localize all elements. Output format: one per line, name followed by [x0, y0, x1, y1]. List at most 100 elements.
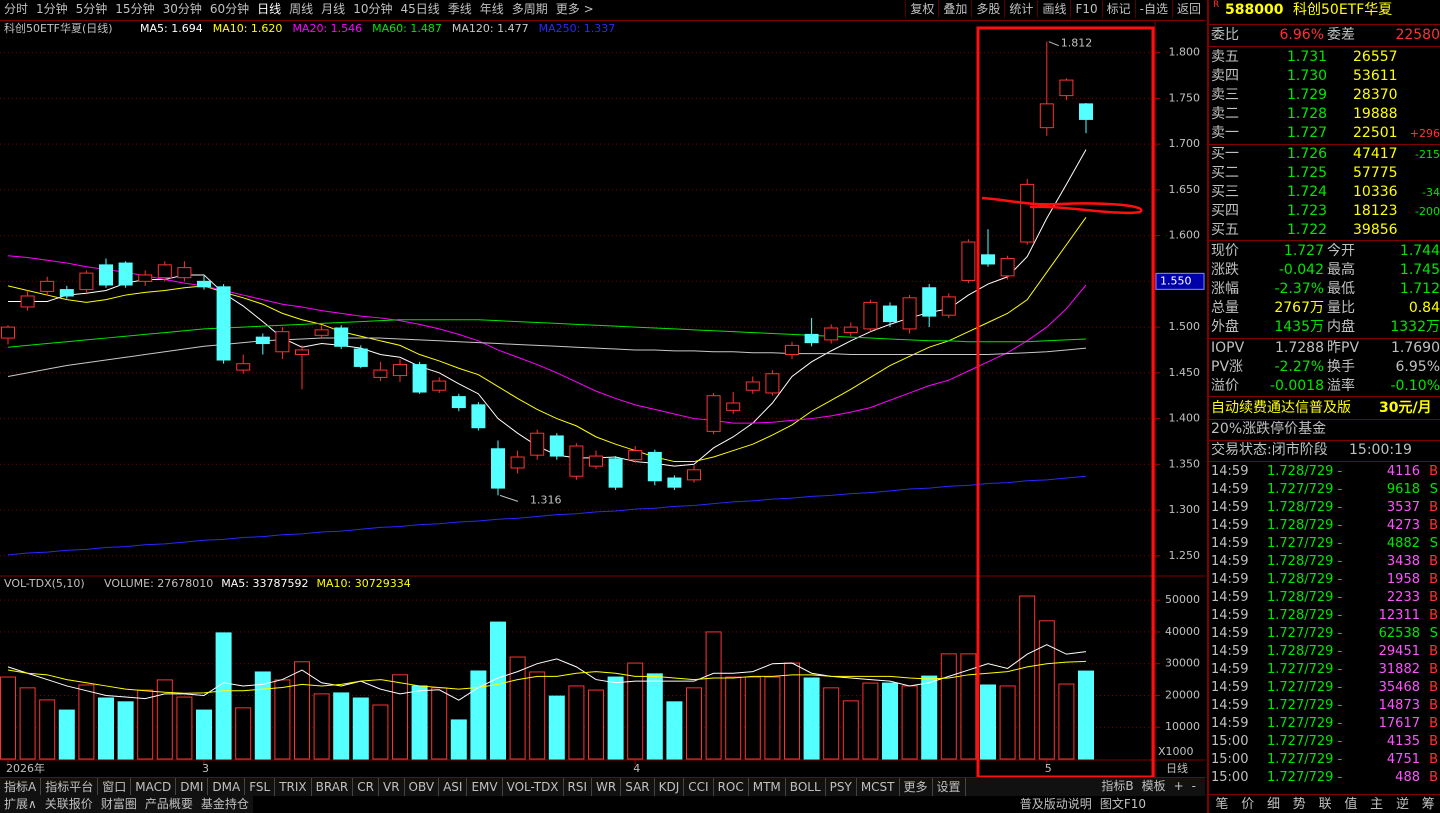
- indicator-tab[interactable]: CCI: [684, 778, 714, 796]
- candle-body: [922, 287, 937, 317]
- period-tab[interactable]: 15分钟: [115, 2, 155, 16]
- panel-tab[interactable]: 笔: [1215, 797, 1229, 812]
- quote-cell: 19888: [1353, 106, 1398, 122]
- panel-tab[interactable]: 细: [1266, 797, 1280, 812]
- indicator-tab[interactable]: DMA: [208, 778, 246, 796]
- indicator-tab[interactable]: PSY: [826, 778, 857, 796]
- extra-tab[interactable]: 图文F10: [1099, 797, 1146, 811]
- indicator-tab[interactable]: EMV: [467, 778, 503, 796]
- indicator-tab[interactable]: +: [1173, 779, 1184, 793]
- volume-bar: [392, 674, 408, 760]
- quote-cell: 0.84: [1408, 300, 1440, 316]
- indicator-tab[interactable]: OBV: [405, 778, 440, 796]
- panel-tab[interactable]: 筹: [1421, 797, 1435, 812]
- y-tick-label: 1.650: [1169, 183, 1201, 196]
- quote-cell: 1.728/729 -: [1267, 554, 1343, 569]
- extra-tab[interactable]: 普及版动说明: [1019, 797, 1092, 811]
- tool-button[interactable]: 返回: [1171, 0, 1205, 18]
- tool-button[interactable]: 叠加: [938, 0, 971, 18]
- period-tab[interactable]: 多周期: [511, 2, 548, 16]
- extra-tab[interactable]: 基金持仓: [200, 797, 249, 811]
- indicator-tab[interactable]: 窗口: [98, 778, 132, 796]
- legend-entry: MA10: 1.620: [213, 22, 283, 35]
- indicator-tab[interactable]: SAR: [621, 778, 655, 796]
- period-tab[interactable]: 60分钟: [209, 2, 250, 16]
- period-tab[interactable]: 更多 >: [555, 2, 594, 16]
- tool-button[interactable]: 画线: [1037, 0, 1070, 18]
- quote-cell: B: [1429, 644, 1438, 659]
- extra-tab[interactable]: 关联报价: [44, 797, 93, 811]
- period-tab[interactable]: 1分钟: [36, 2, 68, 16]
- period-tab[interactable]: 45日线: [400, 2, 440, 16]
- indicator-tab[interactable]: ASI: [439, 778, 468, 796]
- quote-row: 14:59 1.728/729 - 2233 B: [1209, 588, 1440, 606]
- tool-button[interactable]: F10: [1070, 0, 1101, 18]
- indicator-tab[interactable]: VR: [379, 778, 405, 796]
- period-tab[interactable]: 季线: [447, 2, 472, 16]
- quote-cell: 20%涨跌停价基金: [1211, 421, 1327, 437]
- tool-button[interactable]: 统计: [1004, 0, 1037, 18]
- indicator-tab[interactable]: TRIX: [275, 778, 312, 796]
- indicator-tab[interactable]: VOL-TDX: [503, 778, 564, 796]
- quote-cell: 现价: [1211, 243, 1239, 259]
- quote-cell: 47417: [1353, 146, 1398, 162]
- quote-cell: B: [1429, 662, 1438, 677]
- volume-bar: [686, 687, 702, 760]
- quote-cell: 委比: [1211, 27, 1239, 43]
- indicator-tab[interactable]: MACD: [131, 778, 177, 796]
- quote-row: R 588000 科创50ETF华夏: [1209, 0, 1440, 20]
- panel-tab[interactable]: 势: [1292, 797, 1306, 812]
- indicator-tab[interactable]: ROC: [714, 778, 749, 796]
- panel-tab[interactable]: 值: [1344, 797, 1358, 812]
- indicator-tab[interactable]: BOLL: [786, 778, 826, 796]
- extra-tab[interactable]: 财富圈: [100, 797, 137, 811]
- quote-cell: 14:59: [1211, 572, 1249, 587]
- quote-cell: 31882: [1378, 662, 1420, 677]
- period-tab[interactable]: 月线: [321, 2, 346, 16]
- period-tab[interactable]: 30分钟: [162, 2, 202, 16]
- extra-tab[interactable]: 产品概要: [144, 797, 193, 811]
- indicator-tab[interactable]: BRAR: [312, 778, 354, 796]
- panel-tab[interactable]: 联: [1318, 797, 1332, 812]
- period-tab[interactable]: 10分钟: [353, 2, 393, 16]
- quote-row: 14:59 1.727/729 - 35468 B: [1209, 678, 1440, 696]
- indicator-tab[interactable]: 指标A: [0, 778, 42, 796]
- separator: [1209, 338, 1440, 339]
- name: 科创50ETF华夏: [1293, 2, 1393, 18]
- indicator-tab[interactable]: 设置: [933, 778, 966, 796]
- period-tab[interactable]: 5分钟: [75, 2, 108, 16]
- indicator-tab[interactable]: 指标B: [1101, 779, 1134, 793]
- indicator-tab[interactable]: DMI: [176, 778, 209, 796]
- indicator-tab[interactable]: 指标平台: [41, 778, 99, 796]
- candle-body: [451, 396, 466, 409]
- candle-body: [373, 369, 388, 378]
- volume-bar: [607, 676, 624, 760]
- indicator-tab[interactable]: MTM: [749, 778, 786, 796]
- tool-button[interactable]: 复权: [905, 0, 938, 18]
- period-tab[interactable]: 日线: [257, 2, 282, 16]
- indicator-tab[interactable]: 更多: [900, 778, 933, 796]
- panel-tab[interactable]: 价: [1241, 797, 1255, 812]
- quote-cell: 涨幅: [1211, 281, 1239, 297]
- quote-cell: 1.728/729 -: [1267, 518, 1343, 533]
- tool-button[interactable]: -自选: [1134, 0, 1172, 18]
- indicator-tab[interactable]: MCST: [857, 778, 900, 796]
- panel-tab[interactable]: 主: [1370, 797, 1384, 812]
- indicator-tab[interactable]: 模板: [1141, 779, 1166, 793]
- period-tab[interactable]: 年线: [479, 2, 504, 16]
- indicator-tab[interactable]: WR: [592, 778, 622, 796]
- tool-button[interactable]: 标记: [1101, 0, 1135, 18]
- extra-tab[interactable]: 扩展∧: [4, 797, 37, 811]
- indicator-tab[interactable]: -: [1191, 779, 1196, 793]
- period-tab[interactable]: 周线: [289, 2, 314, 16]
- indicator-tab[interactable]: KDJ: [655, 778, 685, 796]
- volume-bar: [450, 719, 467, 760]
- panel-tab[interactable]: 逆: [1395, 797, 1409, 812]
- indicator-tab[interactable]: CR: [353, 778, 379, 796]
- tool-button[interactable]: 多股: [971, 0, 1004, 18]
- quote-cell: -0.042: [1278, 262, 1324, 278]
- y-tick-label: 30000: [1165, 657, 1200, 670]
- indicator-tab[interactable]: RSI: [564, 778, 593, 796]
- period-tab[interactable]: 分时: [4, 2, 29, 16]
- indicator-tab[interactable]: FSL: [245, 778, 276, 796]
